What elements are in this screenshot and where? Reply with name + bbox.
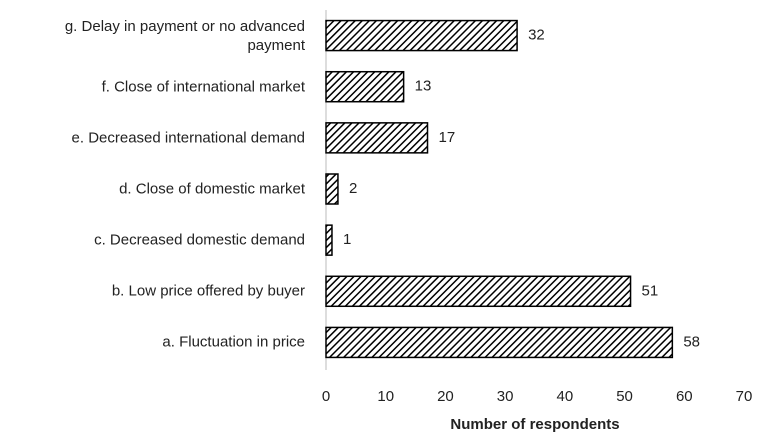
bar bbox=[325, 19, 518, 52]
bar bbox=[325, 122, 429, 154]
x-tick-label: 30 bbox=[497, 388, 514, 405]
bar bbox=[325, 326, 674, 359]
x-tick-label: 50 bbox=[616, 388, 633, 405]
data-label: 17 bbox=[439, 129, 456, 146]
x-tick-label: 70 bbox=[736, 388, 753, 405]
y-tick-label: c. Decreased domestic demand bbox=[94, 231, 305, 249]
x-tick-label: 10 bbox=[377, 388, 394, 405]
y-tick-label: a. Fluctuation in price bbox=[162, 333, 305, 351]
data-label: 1 bbox=[343, 231, 351, 248]
data-label: 51 bbox=[642, 282, 659, 299]
x-tick-label: 0 bbox=[322, 388, 330, 405]
data-label: 32 bbox=[528, 27, 545, 44]
x-axis-label: Number of respondents bbox=[450, 416, 619, 433]
data-label: 2 bbox=[349, 180, 357, 197]
bar bbox=[325, 224, 333, 256]
bar bbox=[325, 70, 405, 103]
x-tick-label: 20 bbox=[437, 388, 454, 405]
y-tick-label: f. Close of international market bbox=[101, 78, 305, 96]
bar bbox=[325, 173, 339, 205]
y-tick-label: b. Low price offered by buyer bbox=[111, 282, 305, 300]
data-label: 13 bbox=[415, 78, 432, 95]
y-tick-label: g. Delay in payment or no advanced payme… bbox=[64, 17, 305, 54]
data-label: 58 bbox=[683, 333, 700, 350]
bar bbox=[325, 275, 632, 308]
y-tick-label: d. Close of domestic market bbox=[119, 180, 305, 198]
y-tick-label: e. Decreased international demand bbox=[71, 129, 305, 147]
x-tick-label: 60 bbox=[676, 388, 693, 405]
x-tick-label: 40 bbox=[557, 388, 574, 405]
